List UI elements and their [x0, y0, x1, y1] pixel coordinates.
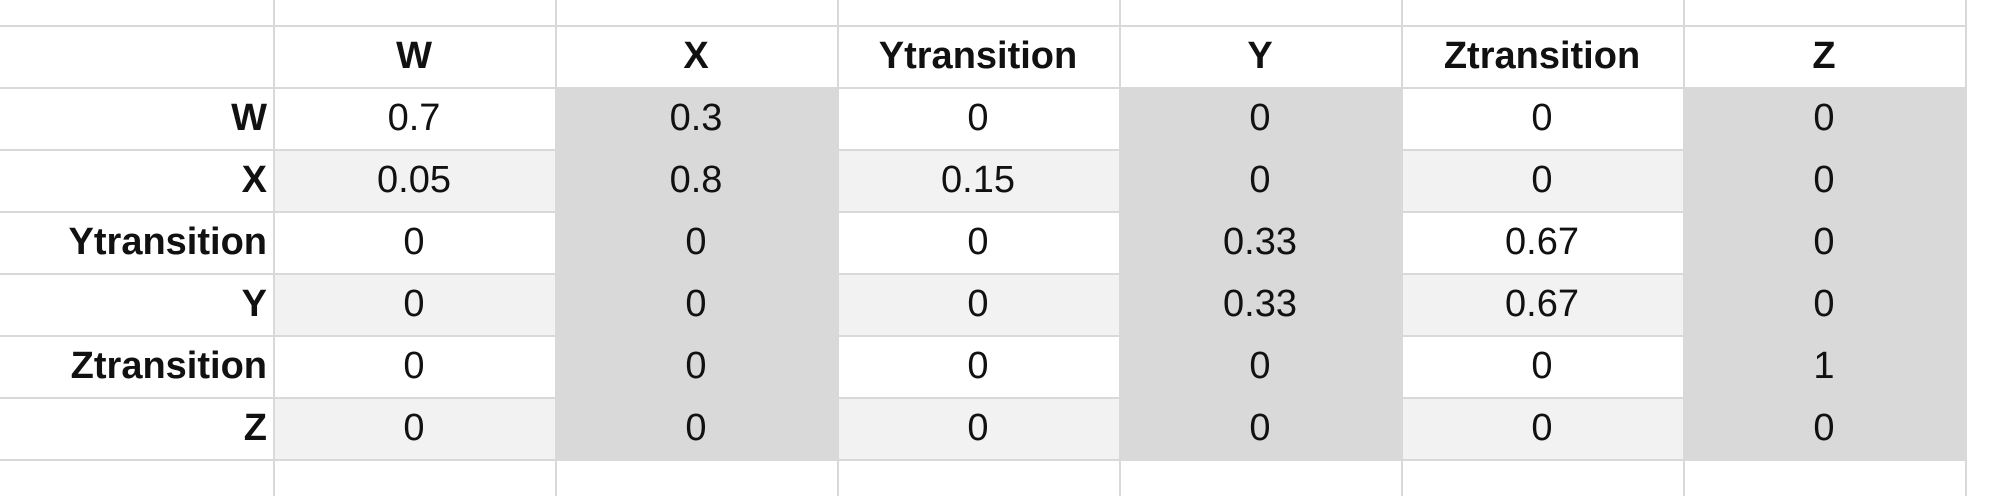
- column-header[interactable]: Ztransition: [1443, 34, 1641, 77]
- column-header[interactable]: X: [683, 34, 709, 77]
- column-header[interactable]: Z: [1812, 34, 1836, 77]
- cell-shade: [1119, 273, 1401, 335]
- table-cell[interactable]: 0.33: [1223, 220, 1297, 263]
- cell-shade: [1683, 149, 1965, 211]
- table-cell[interactable]: 0.05: [377, 158, 451, 201]
- table-cell[interactable]: 0: [403, 220, 425, 263]
- cell-shade: [273, 397, 555, 459]
- cell-shade: [273, 149, 555, 211]
- table-cell[interactable]: 0: [685, 344, 707, 387]
- column-header[interactable]: Ytransition: [878, 34, 1078, 77]
- cell-shade: [555, 397, 837, 459]
- row-header[interactable]: Y: [241, 282, 267, 325]
- column-header[interactable]: Y: [1247, 34, 1273, 77]
- table-cell[interactable]: 0: [403, 406, 425, 449]
- row-header[interactable]: Ytransition: [68, 220, 267, 263]
- table-cell[interactable]: 0: [403, 344, 425, 387]
- cell-shade: [555, 149, 837, 211]
- table-cell[interactable]: 0.67: [1505, 220, 1579, 263]
- table-cell[interactable]: 0: [1813, 220, 1835, 263]
- table-cell[interactable]: 0: [685, 282, 707, 325]
- cell-shade: [1683, 397, 1965, 459]
- grid-line-vertical: [1683, 0, 1685, 496]
- cell-shade: [837, 149, 1119, 211]
- table-cell[interactable]: 0: [1249, 344, 1271, 387]
- table-cell[interactable]: 0.15: [941, 158, 1015, 201]
- table-cell[interactable]: 0: [1531, 344, 1553, 387]
- cell-shade: [1119, 397, 1401, 459]
- table-cell[interactable]: 0: [967, 96, 989, 139]
- table-cell[interactable]: 0: [1249, 158, 1271, 201]
- grid-line-horizontal: [0, 459, 1965, 461]
- grid-line-horizontal: [0, 211, 1965, 213]
- grid-line-horizontal: [0, 273, 1965, 275]
- cell-shade: [555, 273, 837, 335]
- table-cell[interactable]: 0: [967, 282, 989, 325]
- cell-shade: [1401, 149, 1683, 211]
- grid-line-vertical: [1119, 0, 1121, 496]
- grid-line-vertical: [1401, 0, 1403, 496]
- row-header[interactable]: Z: [243, 406, 267, 449]
- table-cell[interactable]: 0: [1531, 96, 1553, 139]
- table-cell[interactable]: 0: [1813, 282, 1835, 325]
- cell-shade: [1119, 149, 1401, 211]
- cell-shade: [1119, 87, 1401, 149]
- cell-shade: [1683, 335, 1965, 397]
- cell-shade: [1683, 211, 1965, 273]
- table-cell[interactable]: 0: [967, 344, 989, 387]
- grid-line-vertical: [273, 0, 275, 496]
- cell-shade: [1119, 211, 1401, 273]
- table-cell[interactable]: 0.33: [1223, 282, 1297, 325]
- table-cell[interactable]: 0.8: [669, 158, 723, 201]
- table-cell[interactable]: 0: [685, 220, 707, 263]
- table-cell[interactable]: 0: [967, 406, 989, 449]
- cell-shade: [1683, 87, 1965, 149]
- table-cell[interactable]: 0.3: [669, 96, 723, 139]
- grid-line-horizontal: [0, 335, 1965, 337]
- cell-shade: [555, 87, 837, 149]
- cell-shade: [837, 273, 1119, 335]
- column-header[interactable]: W: [396, 34, 432, 77]
- grid-line-vertical: [837, 0, 839, 496]
- table-cell[interactable]: 0.7: [387, 96, 441, 139]
- table-cell[interactable]: 0: [1249, 96, 1271, 139]
- table-cell[interactable]: 0: [1813, 158, 1835, 201]
- grid-line-vertical: [1965, 0, 1967, 496]
- table-cell[interactable]: 0: [1531, 158, 1553, 201]
- grid-line-horizontal: [0, 149, 1965, 151]
- row-header[interactable]: W: [231, 96, 267, 139]
- cell-shade: [1401, 397, 1683, 459]
- cell-shade: [273, 273, 555, 335]
- cell-shade: [555, 335, 837, 397]
- table-cell[interactable]: 0: [1531, 406, 1553, 449]
- grid-line-horizontal: [0, 87, 1965, 89]
- table-cell[interactable]: 0: [1813, 96, 1835, 139]
- row-header[interactable]: X: [241, 158, 267, 201]
- table-cell[interactable]: 1: [1813, 344, 1835, 387]
- table-cell[interactable]: 0: [685, 406, 707, 449]
- cell-shade: [1119, 335, 1401, 397]
- table-cell[interactable]: 0.67: [1505, 282, 1579, 325]
- table-cell[interactable]: 0: [1249, 406, 1271, 449]
- cell-shade: [1401, 273, 1683, 335]
- cell-shade: [1683, 273, 1965, 335]
- table-cell[interactable]: 0: [403, 282, 425, 325]
- table-cell[interactable]: 0: [1813, 406, 1835, 449]
- row-header[interactable]: Ztransition: [70, 344, 267, 387]
- grid-line-vertical: [555, 0, 557, 496]
- cell-shade: [555, 211, 837, 273]
- grid-line-horizontal: [0, 25, 1965, 27]
- cell-shade: [837, 397, 1119, 459]
- table-cell[interactable]: 0: [967, 220, 989, 263]
- grid-line-horizontal: [0, 397, 1965, 399]
